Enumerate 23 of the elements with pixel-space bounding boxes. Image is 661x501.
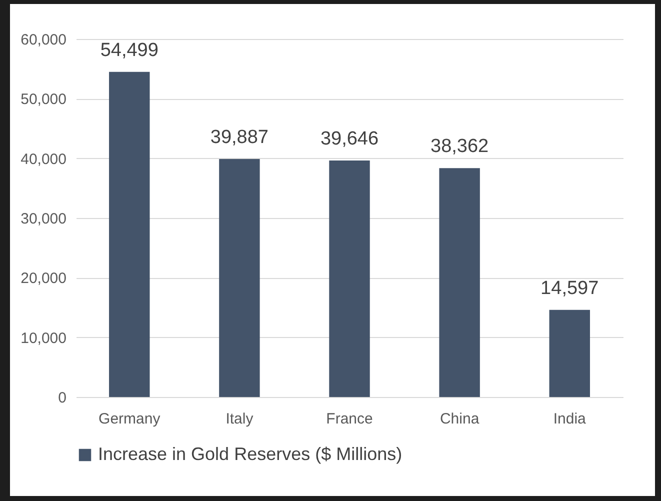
x-tick-label: Germany: [98, 410, 161, 428]
y-tick-label: 40,000: [20, 150, 66, 168]
bar: [549, 310, 590, 397]
legend-label: Increase in Gold Reserves ($ Millions): [98, 444, 402, 464]
x-tick-label: India: [553, 410, 587, 428]
y-tick-label: 50,000: [20, 91, 66, 108]
data-label: 14,597: [540, 278, 599, 299]
bar: [109, 72, 150, 397]
data-label: 39,646: [320, 128, 379, 150]
bar: [329, 160, 370, 397]
y-tick-label: 60,000: [20, 32, 66, 48]
data-label: 39,887: [210, 127, 268, 148]
data-label: 38,362: [430, 136, 489, 158]
x-tick-label: China: [440, 410, 480, 428]
bar: [439, 168, 480, 397]
y-tick-label: 30,000: [20, 210, 66, 228]
bar: [219, 159, 260, 397]
data-label: 54,499: [100, 40, 158, 61]
y-tick-label: 10,000: [20, 330, 66, 347]
y-tick-label: 0: [58, 390, 66, 406]
x-tick-label: France: [326, 410, 373, 428]
x-tick-label: Italy: [226, 410, 254, 428]
y-tick-label: 20,000: [20, 270, 66, 288]
